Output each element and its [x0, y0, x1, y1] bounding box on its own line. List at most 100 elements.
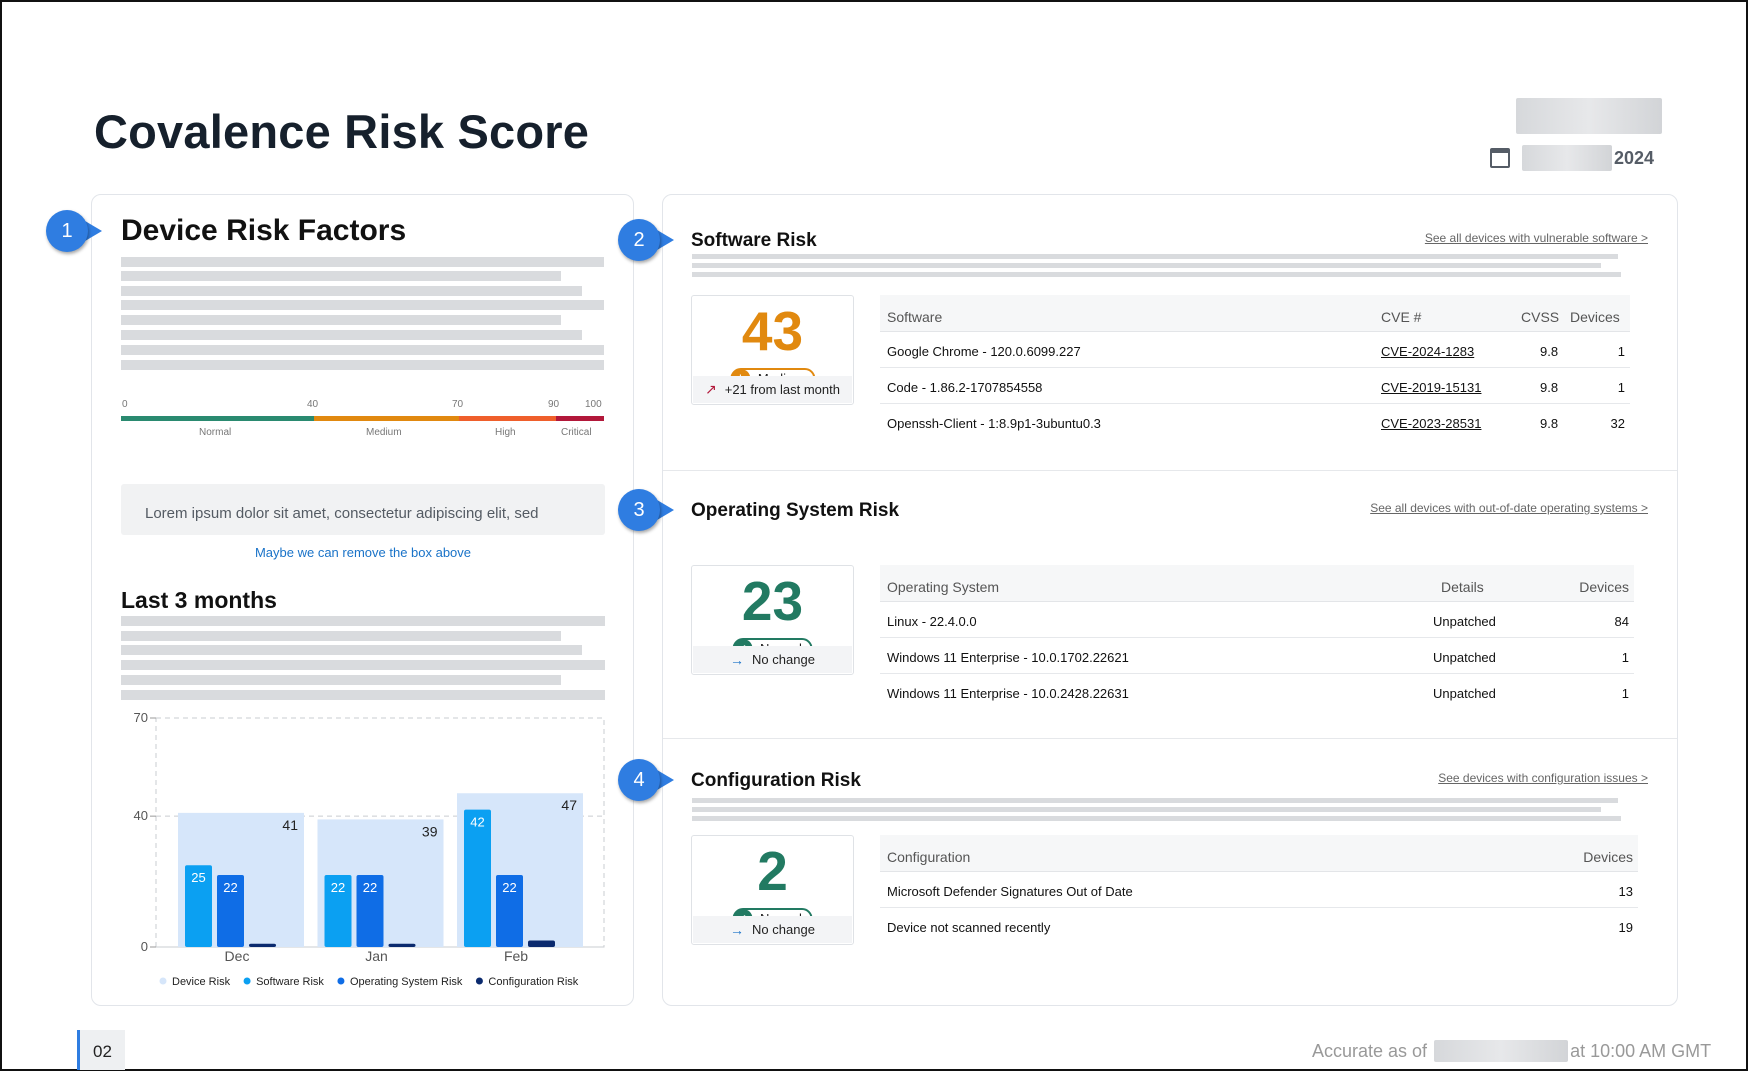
- os-change: → No change: [693, 646, 852, 673]
- placeholder-line: [121, 675, 561, 685]
- column-header: Devices: [1570, 309, 1620, 325]
- date-year: 2024: [1614, 147, 1655, 168]
- placeholder-line: [121, 271, 561, 281]
- scale-label: Critical: [561, 427, 592, 438]
- bar-value-label: 22: [223, 880, 237, 895]
- table-row[interactable]: Windows 11 Enterprise - 10.0.1702.22621 …: [880, 638, 1634, 674]
- table-row[interactable]: Google Chrome - 120.0.6099.227 CVE-2024-…: [880, 332, 1630, 368]
- placeholder-line: [121, 330, 582, 340]
- placeholder-line: [121, 645, 582, 655]
- section-divider: [663, 470, 1677, 471]
- legend-label: Operating System Risk: [350, 976, 463, 988]
- scale-tick: 90: [548, 399, 560, 410]
- see-config-issues-link[interactable]: See devices with configuration issues >: [1438, 771, 1648, 785]
- callout-number: 3: [618, 489, 660, 531]
- os-table: Operating System Details Devices Linux -…: [880, 565, 1634, 710]
- legend-label: Configuration Risk: [488, 976, 578, 988]
- scale-tick: 40: [307, 399, 319, 410]
- os-name: Windows 11 Enterprise - 10.0.1702.22621: [887, 650, 1129, 665]
- risk-history-chart: 0 40 70 41 25 22 Dec 39 22 22 Jan 47 42 22 Feb Device R…: [134, 710, 605, 988]
- page-title: Covalence Risk Score: [94, 105, 590, 158]
- bar-software-risk: [464, 809, 491, 947]
- info-box: Lorem ipsum dolor sit amet, consectetur …: [121, 484, 605, 535]
- device-count: 13: [1618, 884, 1633, 899]
- bar-value-label: 25: [191, 870, 205, 885]
- scale-band-critical: [556, 416, 604, 421]
- column-header: CVSS: [1521, 309, 1560, 325]
- placeholder-line: [121, 300, 604, 310]
- table-header: Operating System Details Devices: [880, 565, 1634, 602]
- device-count: 1: [1617, 344, 1625, 359]
- device-count: 19: [1618, 920, 1633, 935]
- scale-band-high: [459, 416, 556, 421]
- os-score-card: 23 ✓ Normal → No change: [691, 565, 854, 675]
- legend-label: Software Risk: [256, 976, 324, 988]
- bar-value-label: 41: [282, 817, 298, 833]
- cve-link[interactable]: CVE-2024-1283: [1381, 344, 1475, 359]
- accuracy-note: Accurate as of at 10:00 AM GMT: [1312, 1040, 1711, 1062]
- column-header: Devices: [1579, 579, 1629, 595]
- table-row[interactable]: Microsoft Defender Signatures Out of Dat…: [880, 872, 1638, 908]
- software-score: 43: [741, 300, 804, 362]
- device-count: 32: [1610, 416, 1625, 431]
- callout-marker-4: 4: [618, 759, 674, 801]
- table-row[interactable]: Openssh-Client - 1:8.9p1-3ubuntu0.3 CVE-…: [880, 404, 1630, 440]
- device-risk-heading: Device Risk Factors: [121, 214, 407, 247]
- device-count: 84: [1614, 614, 1629, 629]
- x-tick-label: Dec: [225, 948, 250, 964]
- bar-software-risk: [185, 865, 212, 947]
- scale-label: High: [495, 427, 516, 438]
- column-header: Devices: [1583, 849, 1633, 865]
- software-table: Software CVE # CVSS Devices Google Chrom…: [880, 295, 1630, 440]
- column-header: Configuration: [887, 849, 971, 865]
- device-count: 1: [1617, 380, 1625, 395]
- callout-number: 1: [46, 210, 88, 252]
- accuracy-suffix: at 10:00 AM GMT: [1570, 1040, 1712, 1061]
- x-tick-label: Jan: [365, 948, 388, 964]
- legend-marker: [337, 977, 345, 985]
- software-change: ↗ +21 from last month: [693, 376, 852, 403]
- cvss-value: 9.8: [1540, 344, 1559, 359]
- os-name: Linux - 22.4.0.0: [887, 614, 977, 629]
- table-header: Configuration Devices: [880, 835, 1638, 872]
- bar-value-label: 22: [331, 880, 345, 895]
- table-row[interactable]: Windows 11 Enterprise - 10.0.2428.22631 …: [880, 674, 1634, 710]
- arrow-right-icon: →: [730, 651, 745, 668]
- callout-marker-1: 1: [46, 210, 102, 252]
- bar-value-label: 22: [502, 880, 516, 895]
- placeholder-line: [692, 263, 1601, 268]
- table-header: Software CVE # CVSS Devices: [880, 295, 1630, 332]
- config-change: → No change: [693, 916, 852, 943]
- table-row[interactable]: Linux - 22.4.0.0 Unpatched 84: [880, 602, 1634, 638]
- cve-link[interactable]: CVE-2023-28531: [1381, 416, 1482, 431]
- cve-link[interactable]: CVE-2019-15131: [1381, 380, 1482, 395]
- bar-operating-system-risk: [217, 875, 244, 947]
- placeholder-line: [692, 816, 1621, 821]
- info-note: Maybe we can remove the box above: [254, 545, 472, 560]
- scale-tick: 100: [585, 399, 602, 410]
- bar-operating-system-risk: [356, 875, 384, 947]
- redacted-date: [1522, 145, 1612, 171]
- legend-marker: [159, 977, 167, 985]
- bar-value-label: 22: [363, 880, 377, 895]
- redacted-logo: [1516, 98, 1662, 134]
- column-header: CVE #: [1381, 309, 1422, 325]
- device-count: 1: [1621, 650, 1629, 665]
- bar-operating-system-risk: [496, 875, 523, 947]
- y-tick-label: 70: [134, 710, 148, 725]
- table-row[interactable]: Device not scanned recently 19: [880, 908, 1638, 944]
- accuracy-prefix: Accurate as of: [1312, 1040, 1428, 1061]
- change-label: +21 from last month: [724, 382, 840, 397]
- device-count: 1: [1621, 686, 1629, 701]
- cvss-value: 9.8: [1540, 380, 1559, 395]
- config-score-card: 2 ✓ Normal → No change: [691, 835, 854, 945]
- placeholder-line: [121, 360, 604, 370]
- see-outdated-os-link[interactable]: See all devices with out-of-date operati…: [1370, 501, 1648, 515]
- config-issue: Microsoft Defender Signatures Out of Dat…: [887, 884, 1133, 899]
- legend-marker: [475, 977, 483, 985]
- cvss-value: 9.8: [1540, 416, 1559, 431]
- table-row[interactable]: Code - 1.86.2-1707854558 CVE-2019-15131 …: [880, 368, 1630, 404]
- column-header: Software: [887, 309, 943, 325]
- see-vulnerable-software-link[interactable]: See all devices with vulnerable software…: [1424, 231, 1648, 245]
